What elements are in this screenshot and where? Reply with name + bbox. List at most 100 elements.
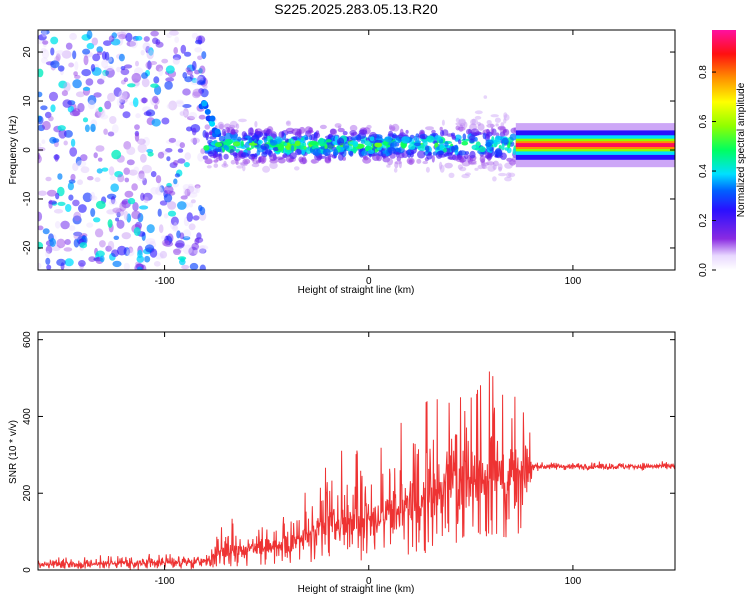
noise-blob xyxy=(112,207,122,214)
noise-blob xyxy=(115,217,120,222)
noise-blob xyxy=(38,115,44,125)
noise-blob xyxy=(86,42,95,50)
noise-blob xyxy=(161,239,170,247)
scintillation-blob xyxy=(438,161,443,170)
noise-blob xyxy=(72,50,77,60)
x-tick-label: 0 xyxy=(366,576,372,587)
noise-blob xyxy=(63,82,71,92)
scintillation-blob xyxy=(337,125,342,129)
scintillation-blob xyxy=(417,150,426,159)
scintillation-blob xyxy=(270,131,277,138)
scintillation-blob xyxy=(408,143,416,150)
noise-blob xyxy=(90,191,95,200)
noise-blob xyxy=(61,90,68,97)
noise-blob xyxy=(50,47,55,56)
noise-blob xyxy=(99,255,105,263)
scintillation-blob xyxy=(257,139,263,145)
noise-blob xyxy=(90,64,96,72)
noise-blob xyxy=(113,87,122,97)
noise-blob xyxy=(95,145,105,152)
noise-blob xyxy=(94,111,102,118)
scintillation-blob xyxy=(204,108,211,115)
noise-blob xyxy=(110,183,119,192)
noise-blob xyxy=(121,91,130,100)
noise-blob xyxy=(83,55,89,66)
noise-blob xyxy=(40,105,48,111)
noise-blob xyxy=(199,248,207,254)
noise-blob xyxy=(38,262,42,269)
noise-blob xyxy=(75,156,82,166)
scintillation-blob xyxy=(266,128,272,135)
snr-ylabel: SNR (10 * v/v) xyxy=(8,420,19,484)
noise-blob xyxy=(87,99,96,110)
noise-blob xyxy=(125,32,133,42)
noise-blob xyxy=(140,97,148,104)
scintillation-blob xyxy=(251,155,255,162)
scintillation-blob xyxy=(342,131,348,136)
scintillation-blob xyxy=(208,150,218,155)
scintillation-blob xyxy=(338,153,344,161)
scintillation-blob xyxy=(444,141,449,148)
noise-blob xyxy=(63,140,68,146)
scintillation-blob xyxy=(503,112,508,119)
scintillation-blob xyxy=(508,172,516,178)
noise-blob xyxy=(144,244,155,253)
noise-blob xyxy=(72,215,82,225)
noise-blob xyxy=(191,77,198,83)
scintillation-blob xyxy=(224,132,233,141)
noise-blob xyxy=(107,219,113,228)
noise-blob xyxy=(196,80,206,86)
noise-blob xyxy=(187,115,195,121)
noise-blob xyxy=(123,210,129,221)
scintillation-blob xyxy=(406,157,415,165)
noise-blob xyxy=(42,40,49,45)
noise-blob xyxy=(81,69,92,77)
noise-blob xyxy=(126,146,136,155)
noise-blob xyxy=(123,141,132,150)
noise-blob xyxy=(134,124,140,130)
scintillation-blob xyxy=(492,176,497,182)
noise-blob xyxy=(38,124,45,132)
noise-blob xyxy=(95,250,105,258)
noise-blob xyxy=(187,185,195,193)
scintillation-blob xyxy=(327,134,334,138)
scintillation-blob xyxy=(363,155,369,161)
noise-blob xyxy=(101,167,109,172)
noise-blob xyxy=(126,40,137,47)
scintillation-blob xyxy=(203,145,210,151)
noise-blob xyxy=(104,100,112,110)
scintillation-blob xyxy=(214,128,221,135)
noise-blob xyxy=(101,59,109,69)
noise-blob xyxy=(188,223,196,231)
scintillation-blob xyxy=(459,166,467,172)
scintillation-blob xyxy=(289,152,297,160)
noise-blob xyxy=(85,78,94,86)
scintillation-blob xyxy=(463,121,468,128)
scintillation-blob xyxy=(495,123,499,127)
scintillation-blob xyxy=(369,136,375,141)
scintillation-blob xyxy=(342,142,350,150)
scintillation-blob xyxy=(350,148,358,153)
spectrogram-marks xyxy=(38,30,675,270)
scintillation-blob xyxy=(361,150,368,156)
scintillation-blob xyxy=(396,156,401,162)
scintillation-blob xyxy=(456,155,462,160)
scintillation-blob xyxy=(283,142,288,146)
noise-blob xyxy=(103,128,108,135)
scintillation-blob xyxy=(451,134,456,139)
noise-blob xyxy=(61,50,72,59)
scintillation-blob xyxy=(235,123,240,129)
noise-blob xyxy=(50,104,56,113)
noise-blob xyxy=(190,137,200,144)
noise-blob xyxy=(57,125,66,131)
snr-marks xyxy=(38,371,675,570)
scintillation-blob xyxy=(269,162,278,169)
noise-blob xyxy=(40,47,47,53)
colorbar-tick-label: 0.4 xyxy=(698,164,709,178)
scintillation-blob xyxy=(290,145,295,153)
scintillation-blob xyxy=(374,142,383,148)
scintillation-blob xyxy=(494,135,501,143)
scintillation-blob xyxy=(221,163,229,168)
noise-blob xyxy=(38,152,41,160)
